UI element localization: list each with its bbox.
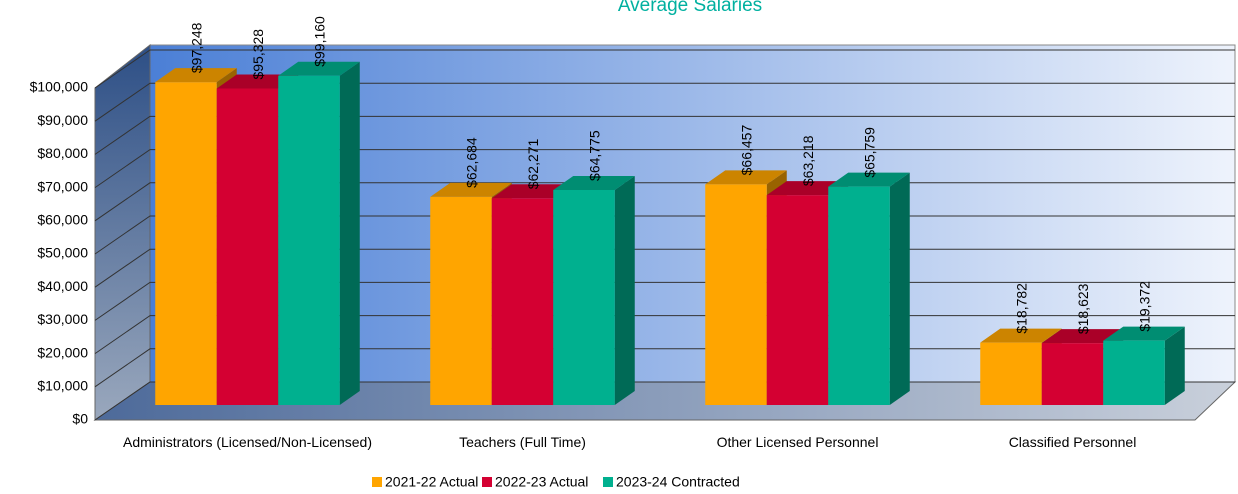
- bar-top: [278, 61, 360, 76]
- bar-front: [766, 195, 829, 405]
- bar-top: [1103, 326, 1185, 341]
- grid-line: [94, 115, 1235, 155]
- legend-label: 2022-23 Actual: [495, 474, 588, 490]
- value-label: $65,759: [862, 127, 878, 178]
- y-tick-label: $0: [72, 411, 88, 427]
- grid-line: [94, 49, 1235, 89]
- grid-line: [94, 82, 1235, 122]
- legend-swatch: [482, 477, 492, 487]
- bar-top: [430, 182, 512, 197]
- y-tick-label: $10,000: [37, 378, 88, 394]
- bar-front: [155, 82, 217, 405]
- bar-side: [1164, 326, 1185, 405]
- bar-top: [155, 68, 237, 83]
- bar-top: [491, 184, 574, 199]
- bar-front: [216, 88, 279, 405]
- bar-front: [828, 186, 890, 405]
- bar-top: [766, 181, 849, 196]
- y-tick-label: $100,000: [30, 79, 89, 95]
- y-tick-label: $30,000: [37, 311, 88, 327]
- y-tick-label: $90,000: [37, 112, 88, 128]
- x-tick-label: Teachers (Full Time): [459, 434, 586, 450]
- bar: [278, 61, 360, 406]
- y-tick-label: $60,000: [37, 212, 88, 228]
- legend-label: 2021-22 Actual: [385, 474, 478, 490]
- bar-top: [828, 172, 910, 187]
- bar-side: [614, 175, 635, 405]
- legend-swatch: [603, 477, 613, 487]
- bar-front: [553, 189, 615, 405]
- grid-line: [94, 149, 1235, 189]
- bar-side: [339, 61, 360, 406]
- y-tick-label: $80,000: [37, 145, 88, 161]
- value-label: $62,271: [525, 138, 541, 189]
- bar-front: [491, 198, 554, 405]
- bar-front: [705, 184, 767, 405]
- y-tick-label: $20,000: [37, 344, 88, 360]
- chart-title: Average Salaries: [618, 0, 762, 16]
- bar-top: [553, 175, 635, 190]
- bar-top: [980, 328, 1062, 343]
- bar: [1103, 326, 1185, 405]
- y-tick-label: $70,000: [37, 178, 88, 194]
- value-label: $97,248: [189, 22, 205, 73]
- value-label: $66,457: [739, 125, 755, 176]
- value-label: $63,218: [800, 135, 816, 186]
- value-label: $95,328: [250, 29, 266, 80]
- bar: [828, 172, 910, 405]
- value-label: $18,782: [1014, 283, 1030, 334]
- x-tick-label: Administrators (Licensed/Non-Licensed): [123, 434, 372, 450]
- bar: [553, 175, 635, 405]
- bar-front: [278, 75, 340, 405]
- bar-top: [705, 170, 787, 185]
- value-label: $18,623: [1075, 283, 1091, 334]
- value-label: $99,160: [312, 16, 328, 67]
- value-label: $19,372: [1137, 281, 1153, 332]
- bar-front: [1103, 340, 1165, 405]
- y-tick-label: $50,000: [37, 245, 88, 261]
- x-tick-label: Classified Personnel: [1008, 434, 1137, 450]
- bar-top: [1041, 329, 1124, 344]
- bar-front: [430, 196, 492, 405]
- y-tick-label: $40,000: [37, 278, 88, 294]
- legend-label: 2023-24 Contracted: [616, 474, 740, 490]
- x-tick-label: Other Licensed Personnel: [716, 434, 879, 450]
- bar-front: [980, 342, 1042, 405]
- bar-side: [889, 172, 910, 405]
- legend-swatch: [372, 477, 382, 487]
- bar-front: [1041, 343, 1104, 405]
- side-wall: [94, 43, 151, 421]
- bar-top: [216, 74, 299, 89]
- value-label: $64,775: [587, 130, 603, 181]
- value-label: $62,684: [464, 137, 480, 188]
